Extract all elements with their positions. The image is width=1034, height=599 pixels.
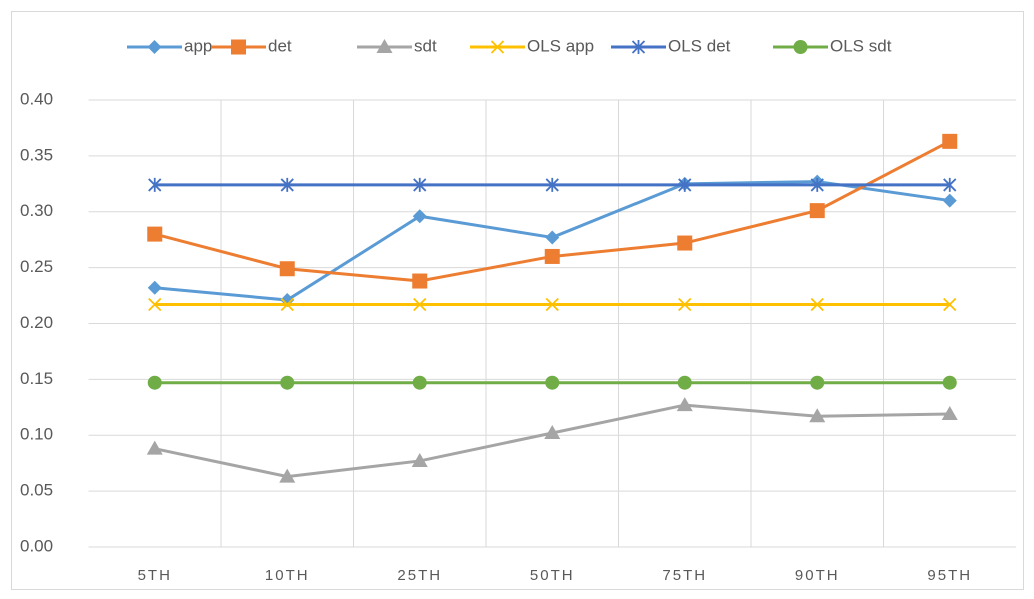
marker	[809, 408, 826, 423]
marker	[490, 40, 505, 54]
marker	[279, 468, 296, 483]
marker	[941, 406, 958, 421]
x-tick-label: 10TH	[265, 567, 310, 584]
marker	[545, 297, 559, 312]
legend-label: det	[268, 36, 292, 55]
y-tick-label: 0.10	[20, 425, 53, 444]
marker	[678, 297, 692, 312]
marker	[280, 375, 295, 390]
marker	[545, 177, 559, 192]
marker	[148, 297, 162, 312]
marker	[147, 375, 162, 390]
legend-label: OLS app	[527, 36, 594, 55]
marker	[810, 177, 824, 192]
y-tick-label: 0.25	[20, 257, 53, 276]
marker	[147, 226, 163, 242]
marker	[631, 40, 646, 54]
legend-label: OLS sdt	[830, 36, 892, 55]
chart-border	[11, 11, 1024, 590]
marker	[809, 203, 825, 219]
x-tick-label: 95TH	[927, 567, 972, 584]
x-tick-label: 90TH	[795, 567, 840, 584]
marker	[544, 248, 560, 264]
marker	[411, 452, 428, 467]
y-tick-label: 0.40	[20, 89, 53, 108]
x-tick-label: 5TH	[138, 567, 172, 584]
marker	[810, 297, 824, 312]
marker	[545, 375, 560, 390]
marker	[677, 235, 693, 251]
marker	[943, 177, 957, 192]
marker	[943, 297, 957, 312]
marker	[677, 375, 692, 390]
marker	[942, 193, 957, 208]
legend-label: sdt	[414, 36, 437, 55]
marker	[413, 177, 427, 192]
y-tick-label: 0.20	[20, 313, 53, 332]
marker	[279, 261, 295, 277]
marker	[942, 375, 957, 390]
marker	[280, 177, 294, 192]
marker	[148, 177, 162, 192]
marker	[280, 297, 294, 312]
marker	[413, 297, 427, 312]
y-tick-label: 0.15	[20, 369, 53, 388]
x-tick-label: 75TH	[662, 567, 707, 584]
marker	[942, 133, 958, 149]
marker	[545, 230, 560, 245]
marker	[678, 177, 692, 192]
marker	[147, 280, 162, 295]
y-tick-label: 0.30	[20, 201, 53, 220]
legend-label: app	[184, 36, 212, 55]
marker	[146, 440, 163, 455]
y-tick-label: 0.00	[20, 536, 53, 555]
marker	[810, 375, 825, 390]
x-tick-label: 50TH	[530, 567, 575, 584]
marker	[231, 39, 246, 55]
legend-label: OLS det	[668, 36, 731, 55]
marker	[376, 39, 393, 53]
x-tick-label: 25TH	[397, 567, 442, 584]
marker	[412, 273, 428, 289]
marker	[412, 209, 427, 224]
marker	[147, 40, 162, 54]
marker	[676, 397, 693, 412]
marker	[793, 40, 808, 54]
marker	[412, 375, 427, 390]
marker	[544, 425, 561, 440]
y-tick-label: 0.05	[20, 481, 53, 500]
y-tick-label: 0.35	[20, 145, 53, 164]
